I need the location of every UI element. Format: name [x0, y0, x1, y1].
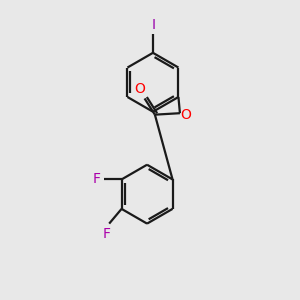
Text: F: F [103, 226, 111, 241]
Text: O: O [180, 108, 191, 122]
Text: O: O [134, 82, 145, 96]
Text: F: F [92, 172, 101, 186]
Text: I: I [152, 18, 156, 32]
